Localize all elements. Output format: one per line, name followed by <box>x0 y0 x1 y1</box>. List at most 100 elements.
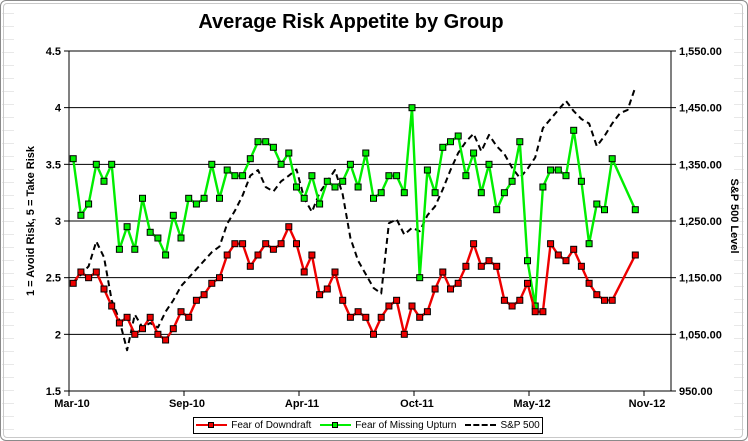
series-marker-fear-of-downdraft <box>262 240 270 248</box>
series-marker-fear-of-missing-upturn <box>239 172 247 180</box>
series-marker-fear-of-missing-upturn <box>85 200 93 208</box>
series-marker-fear-of-missing-upturn <box>385 172 393 180</box>
series-marker-fear-of-missing-upturn <box>169 211 177 219</box>
series-marker-fear-of-downdraft <box>293 240 300 248</box>
series-marker-fear-of-missing-upturn <box>254 138 262 146</box>
series-marker-fear-of-missing-upturn <box>408 104 416 112</box>
series-marker-fear-of-downdraft <box>69 279 77 287</box>
series-marker-fear-of-downdraft <box>547 240 555 248</box>
series-marker-fear-of-missing-upturn <box>516 138 524 146</box>
series-marker-fear-of-missing-upturn <box>246 155 254 163</box>
series-marker-fear-of-missing-upturn <box>447 138 454 146</box>
series-marker-fear-of-missing-upturn <box>208 160 216 168</box>
legend-label: Fear of Missing Upturn <box>355 420 457 431</box>
series-marker-fear-of-missing-upturn <box>570 126 578 134</box>
series-marker-fear-of-downdraft <box>500 296 508 304</box>
series-marker-fear-of-downdraft <box>562 257 570 265</box>
right-axis-tick-label: 1,550.00 <box>679 46 722 58</box>
series-marker-fear-of-downdraft <box>177 308 185 316</box>
series-marker-fear-of-downdraft <box>400 330 408 338</box>
series-marker-fear-of-downdraft <box>454 279 462 287</box>
series-line-s-p-500 <box>72 86 637 352</box>
series-marker-fear-of-missing-upturn <box>593 200 601 208</box>
series-marker-fear-of-missing-upturn <box>108 160 116 168</box>
x-axis-tick-label: Nov-12 <box>629 398 666 410</box>
series-marker-fear-of-missing-upturn <box>346 160 354 168</box>
series-marker-fear-of-missing-upturn <box>185 194 193 202</box>
series-marker-fear-of-downdraft <box>123 313 131 321</box>
x-axis-tick-label: Mar-10 <box>54 398 89 410</box>
series-marker-fear-of-missing-upturn <box>331 183 339 191</box>
series-marker-fear-of-downdraft <box>316 291 324 299</box>
series-marker-fear-of-downdraft <box>601 296 608 304</box>
right-axis-tick-label: 1,050.00 <box>679 329 722 341</box>
series-marker-fear-of-downdraft <box>377 313 385 321</box>
series-marker-fear-of-downdraft <box>162 336 170 344</box>
series-marker-fear-of-missing-upturn <box>631 206 639 214</box>
right-axis-tick-label: 1,350.00 <box>679 159 722 171</box>
left-axis-tick-label: 1.5 <box>46 386 61 398</box>
series-marker-fear-of-downdraft <box>269 245 277 253</box>
series-marker-fear-of-missing-upturn <box>354 183 362 191</box>
series-marker-fear-of-downdraft <box>300 268 308 276</box>
series-marker-fear-of-downdraft <box>231 240 239 248</box>
right-axis-tick-label: 1,250.00 <box>679 216 722 228</box>
series-marker-fear-of-downdraft <box>462 262 470 270</box>
series-marker-fear-of-missing-upturn <box>293 183 300 191</box>
series-marker-fear-of-missing-upturn <box>192 200 200 208</box>
series-marker-fear-of-downdraft <box>131 330 139 338</box>
series-marker-fear-of-missing-upturn <box>439 143 447 151</box>
series-marker-fear-of-downdraft <box>254 251 262 259</box>
series-marker-fear-of-missing-upturn <box>339 177 347 185</box>
series-marker-fear-of-missing-upturn <box>400 189 408 197</box>
series-marker-fear-of-missing-upturn <box>300 194 308 202</box>
series-marker-fear-of-missing-upturn <box>539 183 547 191</box>
series-marker-fear-of-missing-upturn <box>154 234 162 242</box>
series-marker-fear-of-missing-upturn <box>100 177 108 185</box>
series-marker-fear-of-downdraft <box>608 296 616 304</box>
series-marker-fear-of-downdraft <box>277 240 285 248</box>
series-marker-fear-of-downdraft <box>115 319 123 327</box>
series-marker-fear-of-downdraft <box>370 330 377 338</box>
series-marker-fear-of-missing-upturn <box>139 194 146 202</box>
series-marker-fear-of-downdraft <box>285 223 293 231</box>
series-marker-fear-of-downdraft <box>493 262 501 270</box>
right-axis-tick-label: 950.00 <box>679 386 713 398</box>
series-marker-fear-of-missing-upturn <box>123 223 131 231</box>
series-marker-fear-of-downdraft <box>385 302 393 310</box>
series-marker-fear-of-downdraft <box>508 302 516 310</box>
series-marker-fear-of-downdraft <box>339 296 347 304</box>
series-marker-fear-of-missing-upturn <box>577 177 585 185</box>
red-line-marker-icon <box>196 422 228 429</box>
series-marker-fear-of-downdraft <box>423 308 431 316</box>
left-axis-tick-label: 2 <box>55 329 61 341</box>
legend-item-fear-of-downdraft: Fear of Downdraft <box>196 420 311 431</box>
series-marker-fear-of-downdraft <box>331 268 339 276</box>
series-marker-fear-of-missing-upturn <box>493 206 501 214</box>
series-marker-fear-of-missing-upturn <box>500 189 508 197</box>
legend-label: S&P 500 <box>500 420 540 431</box>
series-marker-fear-of-missing-upturn <box>285 149 293 157</box>
series-marker-fear-of-missing-upturn <box>416 274 424 282</box>
left-axis-tick-label: 3.5 <box>46 159 61 171</box>
series-marker-fear-of-downdraft <box>216 274 223 282</box>
x-axis-tick-label: Sep-10 <box>169 398 205 410</box>
series-marker-fear-of-missing-upturn <box>131 245 139 253</box>
series-marker-fear-of-downdraft <box>539 308 547 316</box>
series-marker-fear-of-missing-upturn <box>554 166 562 174</box>
series-line-fear-of-missing-upturn <box>72 106 637 308</box>
series-marker-fear-of-missing-upturn <box>562 172 570 180</box>
series-marker-fear-of-downdraft <box>416 313 424 321</box>
series-marker-fear-of-missing-upturn <box>262 138 270 146</box>
series-marker-fear-of-missing-upturn <box>485 160 493 168</box>
series-marker-fear-of-downdraft <box>593 291 601 299</box>
series-marker-fear-of-missing-upturn <box>462 172 470 180</box>
series-marker-fear-of-downdraft <box>100 285 108 293</box>
series-marker-fear-of-missing-upturn <box>454 132 462 140</box>
series-marker-fear-of-missing-upturn <box>223 166 231 174</box>
series-marker-fear-of-missing-upturn <box>146 228 154 236</box>
series-marker-fear-of-downdraft <box>516 296 524 304</box>
series-marker-fear-of-missing-upturn <box>216 194 223 202</box>
x-axis-tick-label: May-12 <box>513 398 550 410</box>
series-marker-fear-of-downdraft <box>570 245 578 253</box>
